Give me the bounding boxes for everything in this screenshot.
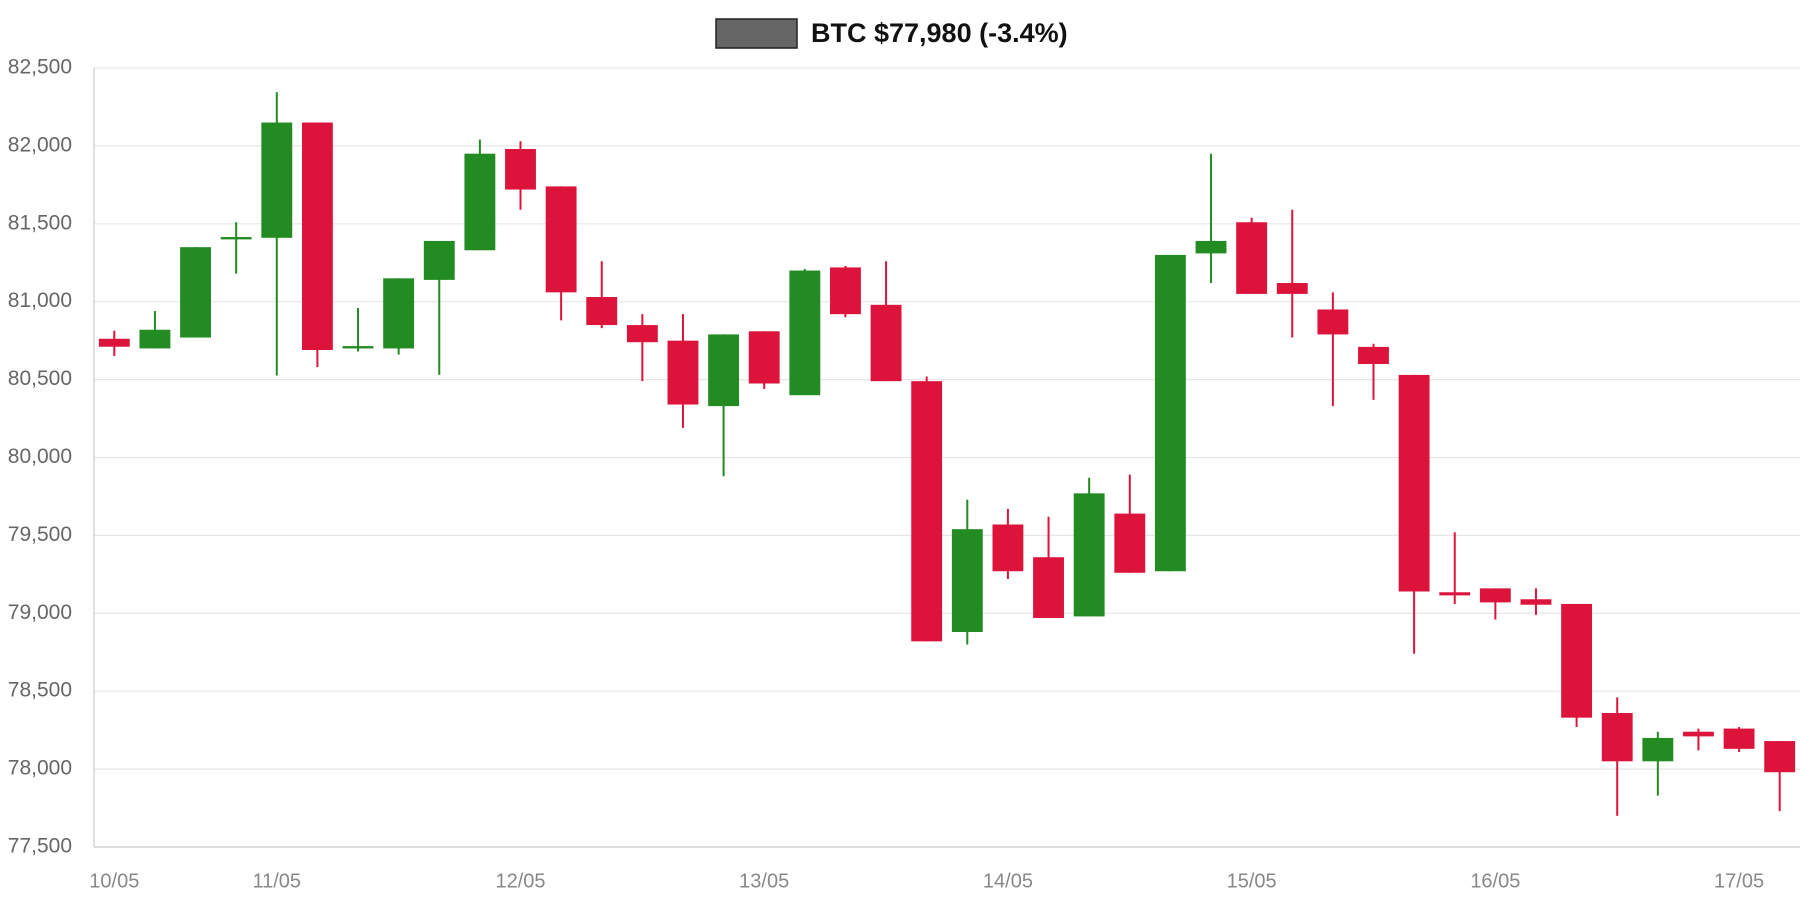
candle-body bbox=[789, 270, 821, 396]
candle-body bbox=[545, 186, 577, 293]
candle-body bbox=[1073, 493, 1105, 617]
candle-body bbox=[1154, 254, 1186, 572]
candle-body bbox=[748, 331, 780, 384]
candle-body bbox=[1479, 588, 1511, 603]
candle-body bbox=[1439, 592, 1471, 596]
candle-body bbox=[667, 340, 699, 405]
x-tick-label: 15/05 bbox=[1227, 870, 1277, 892]
x-tick-label: 13/05 bbox=[739, 870, 789, 892]
candle-body bbox=[180, 247, 211, 338]
x-tick-label: 11/05 bbox=[252, 870, 301, 892]
candle-body bbox=[830, 267, 861, 315]
candle-body bbox=[870, 304, 902, 382]
candle-body bbox=[98, 338, 130, 347]
candle-body bbox=[1561, 603, 1593, 718]
candle-body bbox=[383, 278, 415, 349]
x-tick-label: 14/05 bbox=[983, 870, 1033, 892]
y-tick-label: 81,000 bbox=[8, 289, 72, 312]
candle-body bbox=[301, 122, 333, 350]
candle-body bbox=[1114, 513, 1146, 573]
candle-body bbox=[992, 524, 1024, 572]
y-tick-label: 80,000 bbox=[8, 445, 72, 468]
candle-body bbox=[626, 325, 658, 343]
candle-body bbox=[1764, 741, 1796, 773]
candle-body bbox=[911, 381, 943, 642]
candle-body bbox=[1723, 728, 1755, 749]
y-tick-label: 77,500 bbox=[8, 835, 72, 858]
y-tick-label: 79,000 bbox=[8, 601, 72, 624]
candle-body bbox=[1398, 374, 1430, 592]
candle-body bbox=[261, 122, 293, 238]
y-tick-label: 82,000 bbox=[8, 133, 72, 156]
x-tick-label: 17/05 bbox=[1714, 870, 1764, 892]
x-tick-label: 16/05 bbox=[1470, 870, 1520, 892]
candle-body bbox=[951, 529, 983, 632]
candle-body bbox=[1317, 309, 1349, 335]
legend-label: BTC $77,980 (-3.4%) bbox=[811, 18, 1068, 48]
candle-body bbox=[586, 297, 618, 326]
y-tick-label: 78,000 bbox=[8, 757, 72, 780]
candle-body bbox=[1276, 283, 1308, 294]
y-tick-label: 79,500 bbox=[8, 523, 72, 546]
candle-body bbox=[1683, 731, 1714, 737]
candle-body bbox=[1520, 599, 1552, 605]
candle-body bbox=[1358, 346, 1389, 365]
x-tick-label: 10/05 bbox=[89, 870, 139, 892]
y-tick-label: 81,500 bbox=[8, 211, 72, 234]
y-tick-label: 80,500 bbox=[8, 367, 72, 390]
legend-swatch bbox=[715, 18, 798, 49]
candle-body bbox=[342, 346, 374, 349]
x-tick-label: 12/05 bbox=[495, 870, 545, 892]
y-tick-label: 82,500 bbox=[8, 56, 72, 79]
candle-body bbox=[1642, 737, 1674, 762]
candle-body bbox=[139, 329, 171, 349]
candle-body bbox=[464, 153, 496, 251]
candle-body bbox=[505, 149, 536, 190]
candle-body bbox=[1033, 557, 1064, 618]
candle-body bbox=[1601, 713, 1633, 762]
candle-body bbox=[220, 237, 252, 240]
candle-body bbox=[1195, 240, 1227, 254]
candle-body bbox=[423, 240, 455, 280]
candle-body bbox=[1236, 222, 1268, 294]
y-tick-label: 78,500 bbox=[8, 679, 72, 702]
candle-body bbox=[708, 334, 740, 407]
